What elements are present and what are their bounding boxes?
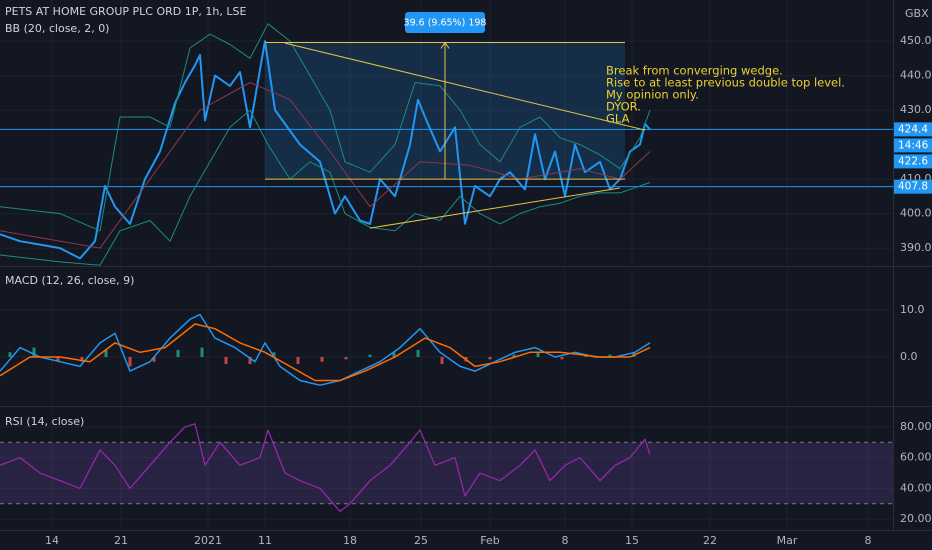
rsi-band [0, 442, 893, 504]
histogram-bar [320, 356, 324, 362]
y-tick-label: 20.00 [900, 512, 932, 525]
x-tick-label: 15 [625, 534, 639, 547]
histogram-bar [248, 356, 252, 365]
histogram-bar [536, 352, 540, 357]
histogram-bar [32, 347, 36, 357]
histogram-bar [344, 356, 348, 360]
x-tick-label: 22 [703, 534, 717, 547]
price-tag [894, 138, 932, 153]
x-tick-label: 18 [343, 534, 357, 547]
trendline [284, 42, 646, 131]
series-line [0, 40, 651, 260]
x-tick-label: 2021 [194, 534, 222, 547]
histogram-bar [512, 354, 516, 357]
indicator-label: BB (20, close, 2, 0) [5, 22, 109, 35]
indicator-label: MACD (12, 26, close, 9) [5, 274, 134, 287]
range-label: 39.6 (9.65%) 198 [404, 18, 487, 29]
series-line [0, 23, 651, 232]
x-tick-label: Feb [480, 534, 499, 547]
histogram-bar [176, 349, 180, 357]
y-tick-label: 430.0 [900, 103, 932, 116]
y-tick-label: 450.0 [900, 34, 932, 47]
price-tag [894, 122, 932, 137]
y-tick-label: 60.00 [900, 451, 932, 464]
price-tag-label: 407.8 [898, 181, 928, 193]
histogram-bar [392, 352, 396, 357]
price-tag [894, 179, 932, 194]
histogram-bar [368, 354, 372, 357]
histogram-bar [488, 356, 492, 360]
currency-label: GBX [905, 7, 929, 20]
x-tick-label: 11 [258, 534, 272, 547]
histogram-bar [8, 352, 12, 357]
price-tag-label: 424.4 [898, 123, 928, 135]
histogram-bar [608, 354, 612, 357]
y-tick-label: 440.0 [900, 69, 932, 82]
y-tick-label: 400.0 [900, 207, 932, 220]
indicator-label: RSI (14, close) [5, 415, 84, 428]
histogram-bar [296, 356, 300, 365]
x-tick-label: 14 [45, 534, 59, 547]
histogram-bar [152, 356, 156, 362]
chart-title: PETS AT HOME GROUP PLC ORD 1P, 1h, LSE [5, 5, 246, 18]
histogram-bar [80, 356, 84, 362]
y-tick-label: 10.0 [900, 303, 925, 316]
y-tick-label: 40.00 [900, 481, 932, 494]
annotation-line: GLA [606, 112, 630, 126]
range-label-box [405, 12, 485, 33]
price-tag-label: 14:46 [898, 139, 929, 151]
histogram-bar [416, 349, 420, 357]
trendline [369, 187, 621, 229]
histogram-bar [560, 356, 564, 360]
y-tick-label: 390.0 [900, 241, 932, 254]
x-tick-label: Mar [777, 534, 798, 547]
x-tick-label: 8 [865, 534, 872, 547]
x-tick-label: 8 [562, 534, 569, 547]
series-line [0, 323, 651, 382]
series-line [0, 423, 651, 512]
range-arrow-head [440, 41, 450, 49]
x-tick-label: 21 [114, 534, 128, 547]
annotation-line: DYOR. [606, 100, 641, 114]
histogram-bar [440, 356, 444, 365]
histogram-bar [272, 352, 276, 357]
y-tick-label: 0.0 [900, 350, 918, 363]
price-tag [894, 154, 932, 169]
plot [0, 23, 651, 512]
histogram-bar [56, 356, 60, 362]
annotation-line: Rise to at least previous double top lev… [606, 76, 845, 90]
histogram-bar [104, 349, 108, 357]
overlay: 14 21 2021 11 18 25 Feb 8 15 22 Mar 8390.0400.0410.… [45, 12, 932, 547]
histogram-bar [200, 347, 204, 357]
annotation-line: Break from converging wedge. [606, 64, 783, 78]
series-line [0, 109, 651, 266]
y-tick-label: 80.00 [900, 420, 932, 433]
histogram-bar [128, 356, 132, 367]
annotation-line: My opinion only. [606, 88, 699, 102]
histogram-bar [224, 356, 228, 365]
series-line [0, 313, 651, 386]
price-tag-label: 422.6 [898, 155, 928, 167]
x-tick-label: 25 [414, 534, 428, 547]
